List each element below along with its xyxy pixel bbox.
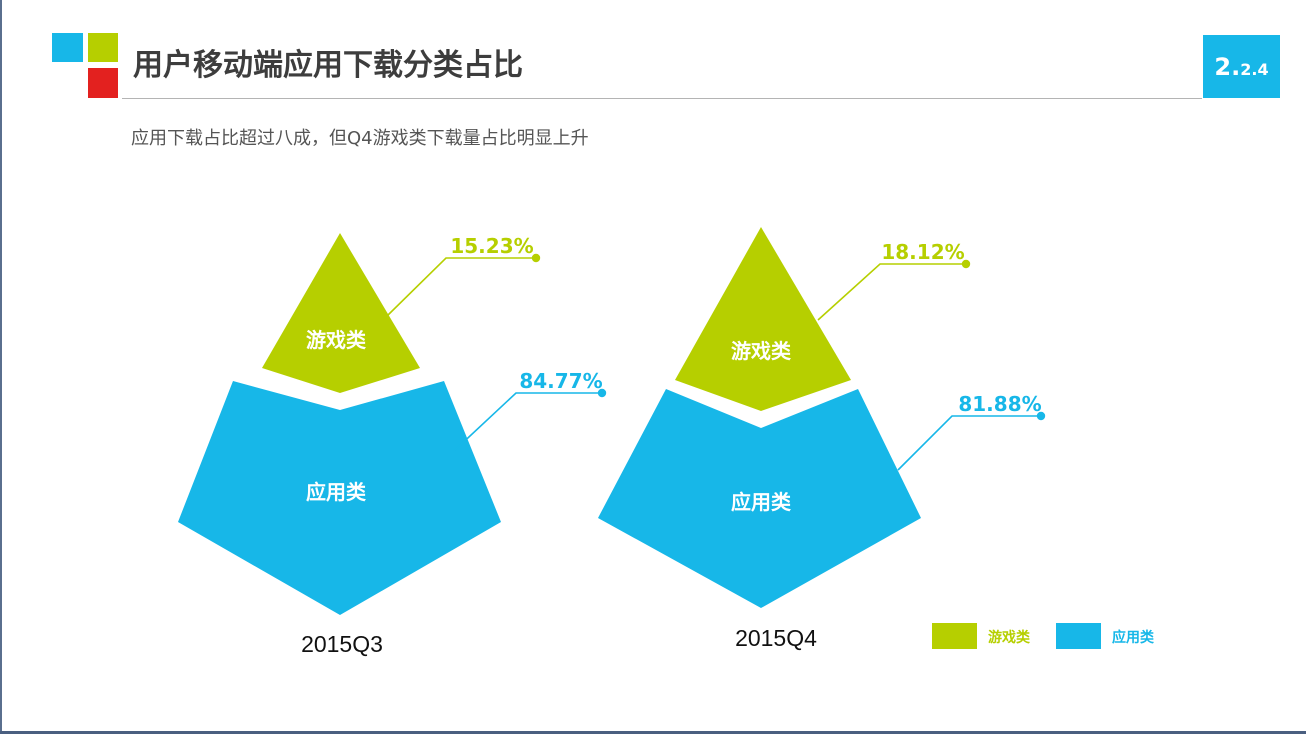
- legend-label-0: 游戏类: [988, 629, 1031, 646]
- data-label-apps-1: 81.88%: [958, 392, 1041, 416]
- page-subtitle: 应用下载占比超过八成，但Q4游戏类下载量占比明显上升: [131, 128, 589, 149]
- pyramid-top-games-0: [262, 233, 420, 393]
- section-number-badge: 2. 2.4: [1203, 35, 1280, 98]
- leader-dot-apps-0: [597, 388, 607, 398]
- leader-dot-games-1: [961, 259, 971, 269]
- logo-green-square: [88, 33, 118, 62]
- legend-swatch-0: [932, 623, 977, 649]
- title-underline: [122, 98, 1202, 99]
- page-title: 用户移动端应用下载分类占比: [133, 48, 523, 83]
- window-left-border: [0, 0, 2, 734]
- pyramid-bottom-apps-0: [178, 381, 501, 615]
- leader-line-games-0: [386, 257, 536, 317]
- leader-dot-apps-1: [1036, 411, 1046, 421]
- legend-label-1: 应用类: [1112, 629, 1155, 646]
- segment-label-games-0: 游戏类: [306, 328, 366, 352]
- data-label-games-1: 18.12%: [881, 240, 964, 264]
- period-label-0: 2015Q3: [301, 631, 383, 657]
- segment-label-apps-0: 应用类: [306, 480, 366, 504]
- period-label-1: 2015Q4: [735, 625, 817, 651]
- data-label-games-0: 15.23%: [450, 234, 533, 258]
- data-label-apps-0: 84.77%: [519, 369, 602, 393]
- leader-dot-games-0: [531, 253, 541, 263]
- window-bottom-border: [0, 731, 1306, 734]
- section-number-main: 2.: [1214, 52, 1241, 81]
- segment-label-apps-1: 应用类: [731, 490, 791, 514]
- logo-red-square: [88, 68, 118, 98]
- legend-swatch-1: [1056, 623, 1101, 649]
- segment-label-games-1: 游戏类: [731, 339, 791, 363]
- leader-line-games-1: [817, 263, 966, 321]
- logo-blue-square: [52, 33, 83, 62]
- pyramid-bottom-apps-1: [598, 389, 921, 608]
- leader-line-apps-0: [454, 392, 602, 451]
- pyramid-top-games-1: [675, 227, 851, 411]
- leader-line-apps-1: [897, 415, 1041, 471]
- section-number-sub: 2.4: [1240, 59, 1269, 79]
